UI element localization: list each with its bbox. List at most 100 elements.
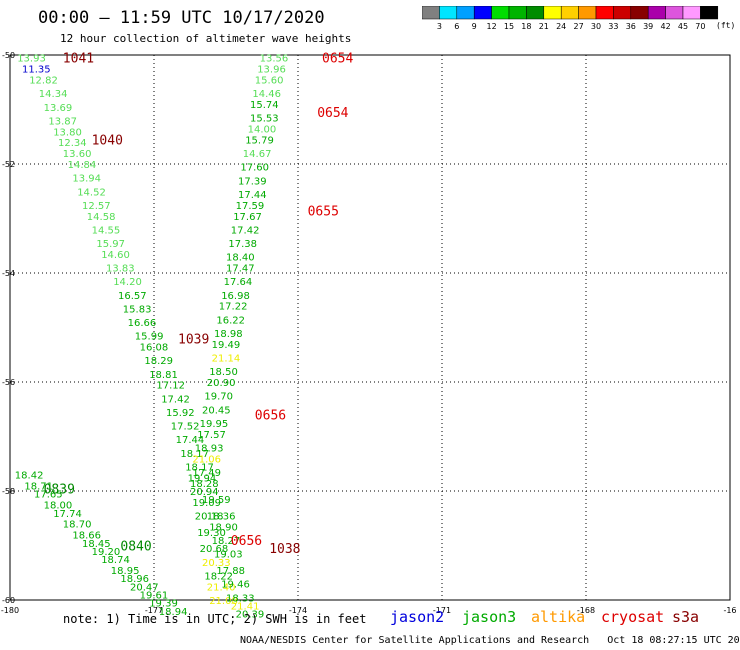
footer-note: note: 1) Time is in UTC; 2) SWH is in fe… (63, 612, 367, 626)
wave-height-value: 15.74 (250, 100, 279, 111)
wave-height-value: 18.29 (144, 356, 173, 367)
wave-height-value: 16.57 (118, 291, 147, 302)
wave-height-value: 14.67 (243, 149, 272, 160)
colorbar-swatch (700, 6, 719, 20)
wave-height-value: 18.33 (226, 593, 255, 604)
wave-height-value: 14.52 (77, 187, 106, 198)
colorbar-legend: 3 6 9 12 15 18 21 24 27 30 33 36 39 42 45 70 (422, 6, 719, 31)
wave-height-value: 17.67 (233, 212, 262, 223)
wave-height-value: 14.34 (39, 89, 68, 100)
wave-height-value: 21.08 (209, 596, 238, 607)
wave-height-value: 18.45 (82, 539, 111, 550)
wave-height-value: 21.06 (192, 454, 221, 465)
pass-time-label: 0656 (231, 534, 262, 549)
wave-height-value: 15.60 (255, 76, 284, 87)
wave-height-value: 20.68 (200, 544, 229, 555)
x-tick-label: -16 (723, 606, 736, 615)
colorbar-label: 70 (695, 22, 705, 31)
axis-ticks: -180 -177 -174 -171 -168 -16 -50 -52 -54 -56 -58 -6… (1, 51, 737, 615)
colorbar-label: 39 (643, 22, 653, 31)
wave-height-value: 18.74 (101, 555, 130, 566)
wave-height-value: 21.41 (231, 601, 260, 612)
wave-height-value: 15.79 (245, 135, 274, 146)
wave-height-value: 17.39 (238, 176, 267, 187)
pass-time-label: 0656 (255, 409, 286, 424)
wave-height-value: 17.52 (171, 422, 200, 433)
wave-height-value: 17.65 (34, 490, 63, 501)
x-tick-label: -177 (145, 606, 163, 615)
wave-height-value: 18.42 (15, 471, 44, 482)
wave-height-value: 17.12 (156, 381, 185, 392)
wave-height-value: 18.28 (190, 479, 219, 490)
wave-height-value: 13.56 (260, 54, 289, 65)
wave-height-value: 19.09 (192, 498, 221, 509)
wave-height-value: 14.84 (68, 160, 97, 171)
wave-height-value: 18.36 (207, 512, 236, 523)
colorbar-label: 24 (556, 22, 566, 31)
pass-time-label: 0839 (44, 482, 75, 497)
wave-height-value: 19.39 (149, 599, 178, 610)
colorbar-label: 15 (504, 22, 514, 31)
wave-height-value: 19.59 (202, 495, 231, 506)
pass-time-label: 0654 (317, 106, 348, 121)
wave-height-value: 20.39 (236, 610, 265, 621)
wave-height-value: 17.44 (238, 190, 267, 201)
wave-height-value: 18.66 (72, 531, 101, 542)
y-tick-label: -50 (2, 51, 15, 60)
wave-height-value: 19.03 (214, 550, 243, 561)
wave-height-value: 17.60 (240, 163, 269, 174)
wave-height-value: 20.45 (202, 405, 231, 416)
wave-height-value: 11.35 (22, 65, 51, 76)
colorbar-label: 3 (437, 22, 442, 31)
wave-height-value: 20.94 (190, 487, 219, 498)
wave-height-value: 18.95 (111, 566, 140, 577)
grid-lines (10, 55, 730, 600)
wave-height-value: 19.95 (200, 419, 229, 430)
wave-height-value: 14.58 (87, 212, 116, 223)
wave-height-value: 18.81 (149, 370, 178, 381)
pass-time-label: 0840 (120, 540, 151, 555)
x-tick-label: -168 (577, 606, 595, 615)
colorbar-label: 27 (574, 22, 584, 31)
wave-height-value: 17.42 (161, 394, 190, 405)
wave-height-value: 21.14 (212, 353, 241, 364)
wave-height-value: 17.57 (197, 430, 226, 441)
wave-height-value: 19.30 (197, 528, 226, 539)
wave-height-value: 19.94 (188, 473, 217, 484)
wave-height-value: 18.17 (180, 449, 209, 460)
wave-height-value: 13.93 (17, 54, 46, 65)
wave-height-value: 12.57 (82, 201, 111, 212)
wave-height-value: 19.20 (92, 547, 121, 558)
wave-height-value: 14.55 (92, 225, 121, 236)
x-tick-label: -174 (289, 606, 307, 615)
y-tick-label: -56 (2, 378, 15, 387)
wave-height-value: 15.83 (123, 304, 152, 315)
colorbar-label: 12 (487, 22, 497, 31)
colorbar-label: 42 (661, 22, 671, 31)
colorbar-label: 21 (539, 22, 549, 31)
colorbar-label: 36 (626, 22, 636, 31)
y-tick-label: -58 (2, 487, 15, 496)
wave-height-value: 16.08 (140, 343, 169, 354)
wave-height-value: 15.99 (135, 332, 164, 343)
colorbar-label: 6 (454, 22, 459, 31)
pass-time-label: 1038 (269, 542, 300, 557)
page-subtitle: 12 hour collection of altimeter wave hei… (60, 32, 352, 45)
wave-height-value: 17.42 (231, 225, 260, 236)
wave-height-value: 20.90 (207, 378, 236, 389)
colorbar-units: (ft) (716, 21, 736, 30)
wave-height-value: 19.70 (204, 392, 233, 403)
wave-height-value: 17.59 (236, 201, 265, 212)
wave-height-value: 17.49 (192, 468, 221, 479)
satellite-jason3: jason3 (462, 608, 517, 626)
wave-height-value: 13.87 (48, 116, 77, 127)
wave-height-value: 18.40 (226, 253, 255, 264)
wave-height-value: 18.70 (63, 520, 92, 531)
y-tick-label: -54 (2, 269, 15, 278)
page-title: 00:00 — 11:59 UTC 10/17/2020 (38, 8, 325, 28)
wave-height-value: 15.97 (96, 239, 125, 250)
footer-credit: NOAA/NESDIS Center for Satellite Applica… (240, 635, 740, 646)
wave-height-value: 14.00 (248, 125, 277, 136)
x-tick-label: -180 (1, 606, 19, 615)
